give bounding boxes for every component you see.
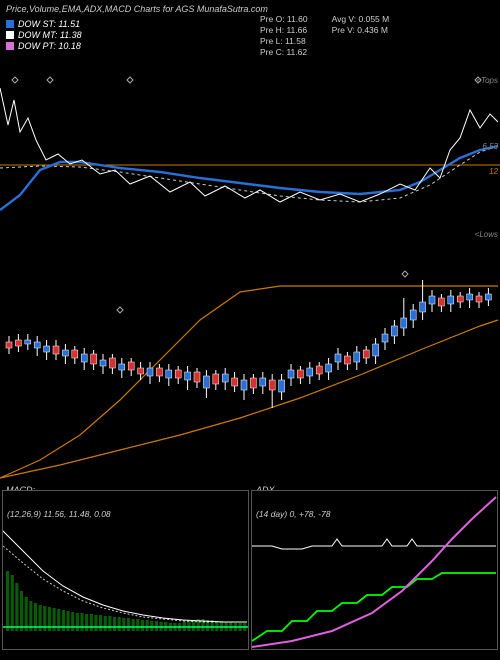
legend-label: DOW MT: 11.38 [18, 30, 82, 40]
page-title: Price,Volume,EMA,ADX,MACD Charts for AGS… [0, 0, 500, 18]
lows-label: <Lows [475, 230, 498, 239]
tops-label: <Tops [476, 76, 498, 85]
legend-label: DOW PT: 10.18 [18, 41, 81, 51]
legend-row: DOW PT: 10.18 [6, 41, 82, 51]
info-columns: Pre O: 11.60Pre H: 11.66Pre L: 11.58Pre … [260, 14, 389, 58]
info-line: Pre L: 11.58 [260, 36, 308, 47]
adx-params: (14 day) 0, +78, -78 [256, 509, 330, 519]
legend-label: DOW ST: 11.51 [18, 19, 80, 29]
info-line: Pre H: 11.66 [260, 25, 308, 36]
legend: DOW ST: 11.51DOW MT: 11.38DOW PT: 10.18 [6, 18, 82, 52]
adx-panel: (14 day) 0, +78, -78 [251, 490, 498, 650]
macd-params: (12,26,9) 11.56, 11.48, 0.08 [7, 509, 111, 519]
info-line: Pre V: 0.436 M [332, 25, 390, 36]
info-line: Avg V: 0.055 M [332, 14, 390, 25]
legend-swatch [6, 31, 14, 39]
legend-row: DOW MT: 11.38 [6, 30, 82, 40]
macd-panel: (12,26,9) 11.56, 11.48, 0.08 [2, 490, 249, 650]
value-12: 12 [489, 167, 498, 176]
info-line: Pre O: 11.60 [260, 14, 308, 25]
legend-swatch [6, 20, 14, 28]
price-line-chart: <Tops 6.53 12 <Lows [0, 70, 500, 240]
legend-row: DOW ST: 11.51 [6, 19, 82, 29]
candlestick-chart [0, 240, 500, 480]
info-line: Pre C: 11.62 [260, 47, 308, 58]
value-6-53: 6.53 [482, 142, 498, 151]
legend-swatch [6, 42, 14, 50]
